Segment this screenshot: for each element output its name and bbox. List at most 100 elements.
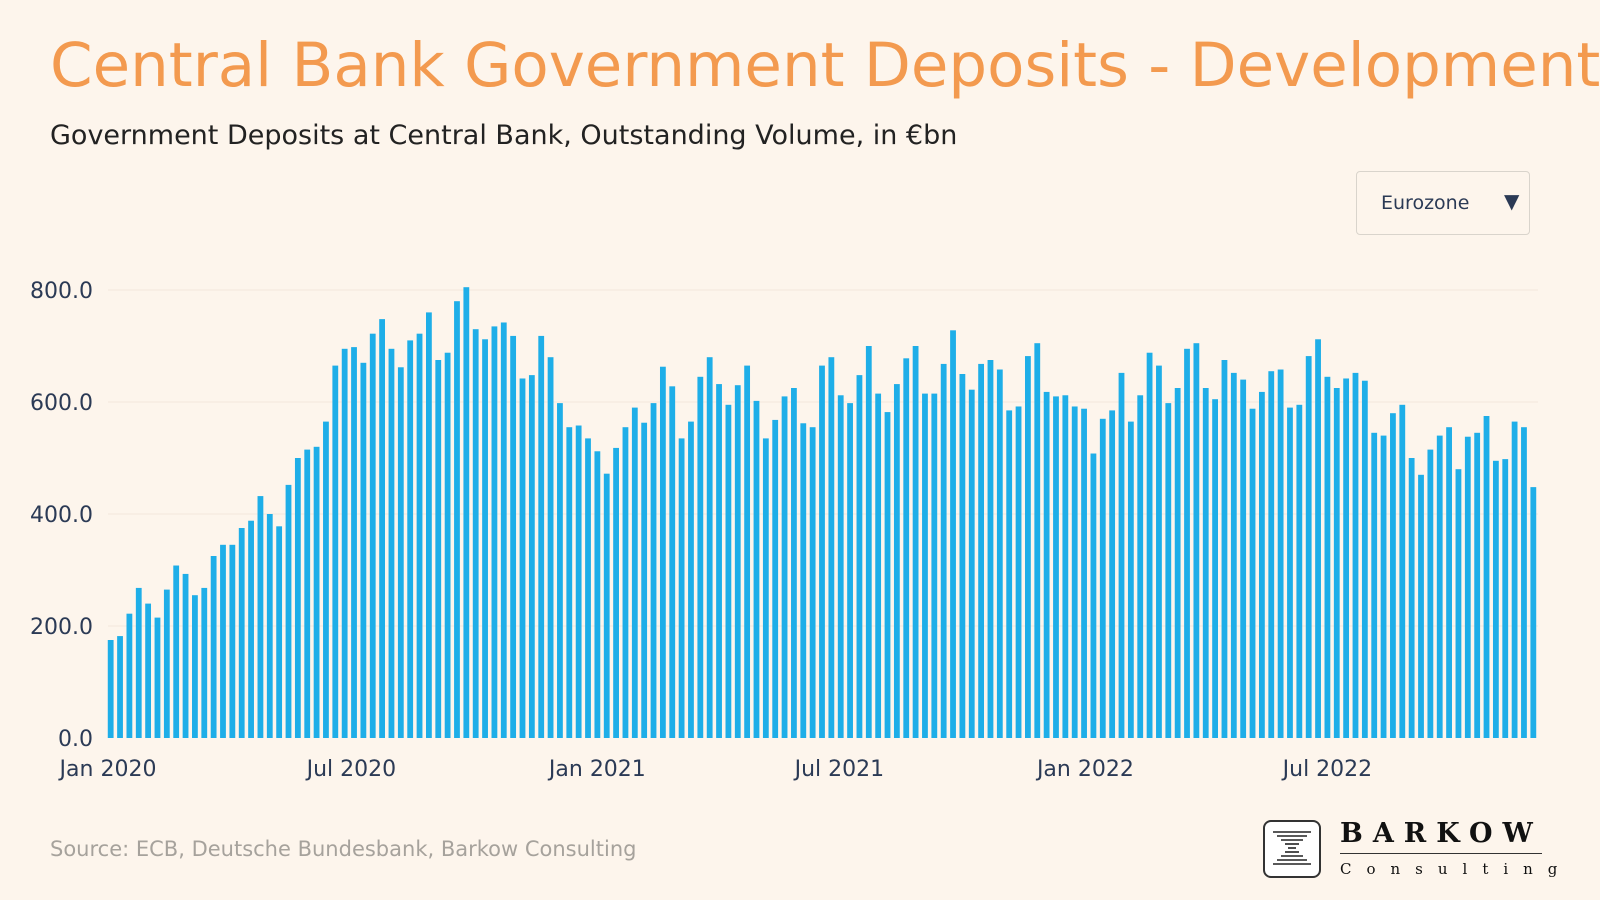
bar	[547, 357, 554, 738]
bar	[978, 363, 985, 738]
bar	[1530, 487, 1537, 738]
bar	[725, 404, 732, 738]
bar	[285, 484, 292, 738]
bar	[210, 556, 217, 738]
bar	[1502, 459, 1509, 738]
bar	[491, 326, 498, 738]
bar	[444, 352, 451, 738]
bar	[1230, 372, 1237, 738]
bar	[528, 375, 535, 738]
source-note: Source: ECB, Deutsche Bundesbank, Barkow…	[50, 837, 637, 861]
bar	[650, 403, 657, 738]
dropdown-selected-value: Eurozone	[1381, 192, 1470, 214]
bar	[294, 458, 301, 738]
bar	[1315, 339, 1321, 738]
bar	[201, 587, 208, 738]
bar	[762, 438, 769, 738]
bar	[163, 589, 170, 738]
bar	[922, 393, 928, 738]
bar	[1156, 365, 1162, 738]
bar	[631, 407, 638, 738]
bar	[1249, 408, 1256, 738]
bar	[912, 346, 919, 738]
x-tick-label: Jan 2022	[1035, 757, 1134, 782]
bar	[117, 636, 123, 738]
bar	[950, 330, 956, 738]
y-tick-label: 600.0	[30, 391, 93, 416]
bar	[893, 384, 900, 738]
bar	[781, 396, 788, 738]
bar	[1399, 404, 1406, 738]
bar	[865, 346, 872, 738]
bar	[884, 412, 891, 738]
bar	[996, 369, 1003, 738]
bar	[744, 365, 751, 738]
bar	[1062, 395, 1069, 738]
bar	[1455, 469, 1462, 738]
logo-wordmark: BARKOW	[1340, 818, 1543, 849]
bar	[313, 446, 320, 738]
bar	[1511, 421, 1518, 738]
logo-divider	[1340, 853, 1542, 854]
bar	[1099, 418, 1106, 738]
bar	[126, 613, 133, 738]
bar	[1146, 352, 1153, 738]
bar	[145, 603, 152, 738]
bar	[791, 388, 797, 738]
region-dropdown[interactable]: Eurozone ▼	[1356, 171, 1530, 235]
bar	[1305, 356, 1312, 738]
bar	[1464, 436, 1471, 738]
bar	[856, 375, 863, 738]
bar	[1034, 343, 1041, 738]
bar	[1436, 435, 1443, 738]
bar	[1483, 416, 1490, 738]
bar	[182, 573, 189, 738]
bar	[1015, 406, 1022, 738]
bar	[1127, 421, 1134, 738]
bar	[1090, 453, 1097, 738]
bar	[229, 544, 236, 738]
bar	[1287, 407, 1293, 738]
bar	[1174, 388, 1181, 738]
y-tick-label: 0.0	[58, 727, 93, 752]
bar	[697, 376, 704, 738]
bar	[585, 438, 591, 738]
bar	[107, 640, 114, 738]
bar	[1258, 391, 1265, 738]
bar	[1418, 474, 1424, 738]
chart-subtitle: Government Deposits at Central Bank, Out…	[50, 120, 958, 151]
bar	[566, 427, 573, 738]
bar	[1137, 395, 1144, 738]
bar	[828, 357, 835, 738]
bar	[641, 422, 648, 738]
bar	[1193, 343, 1200, 738]
bar	[959, 374, 966, 738]
bar	[1184, 348, 1190, 738]
bar	[1408, 458, 1415, 738]
bar	[1361, 380, 1368, 738]
logo-mark-icon	[1263, 820, 1321, 878]
bar	[1296, 404, 1303, 738]
bar	[538, 335, 545, 738]
bar	[192, 595, 198, 738]
triangle-down-icon[interactable]: ▼	[1504, 189, 1520, 213]
bar	[425, 312, 432, 738]
barkow-logo: BARKOW Consulting	[1263, 818, 1557, 882]
y-tick-label: 800.0	[30, 279, 93, 304]
bar	[1492, 460, 1499, 738]
bar	[809, 427, 816, 738]
bar	[669, 386, 676, 738]
bar	[716, 384, 722, 738]
bar	[388, 348, 395, 738]
bar	[1268, 371, 1275, 738]
bar	[1474, 432, 1481, 738]
bar	[1380, 435, 1387, 738]
bar	[594, 451, 601, 738]
bar	[903, 358, 910, 738]
bar	[622, 427, 629, 738]
bar	[800, 423, 807, 738]
bar	[1212, 399, 1218, 738]
bar	[734, 385, 741, 738]
bar	[1352, 372, 1359, 738]
bar	[1025, 356, 1031, 738]
